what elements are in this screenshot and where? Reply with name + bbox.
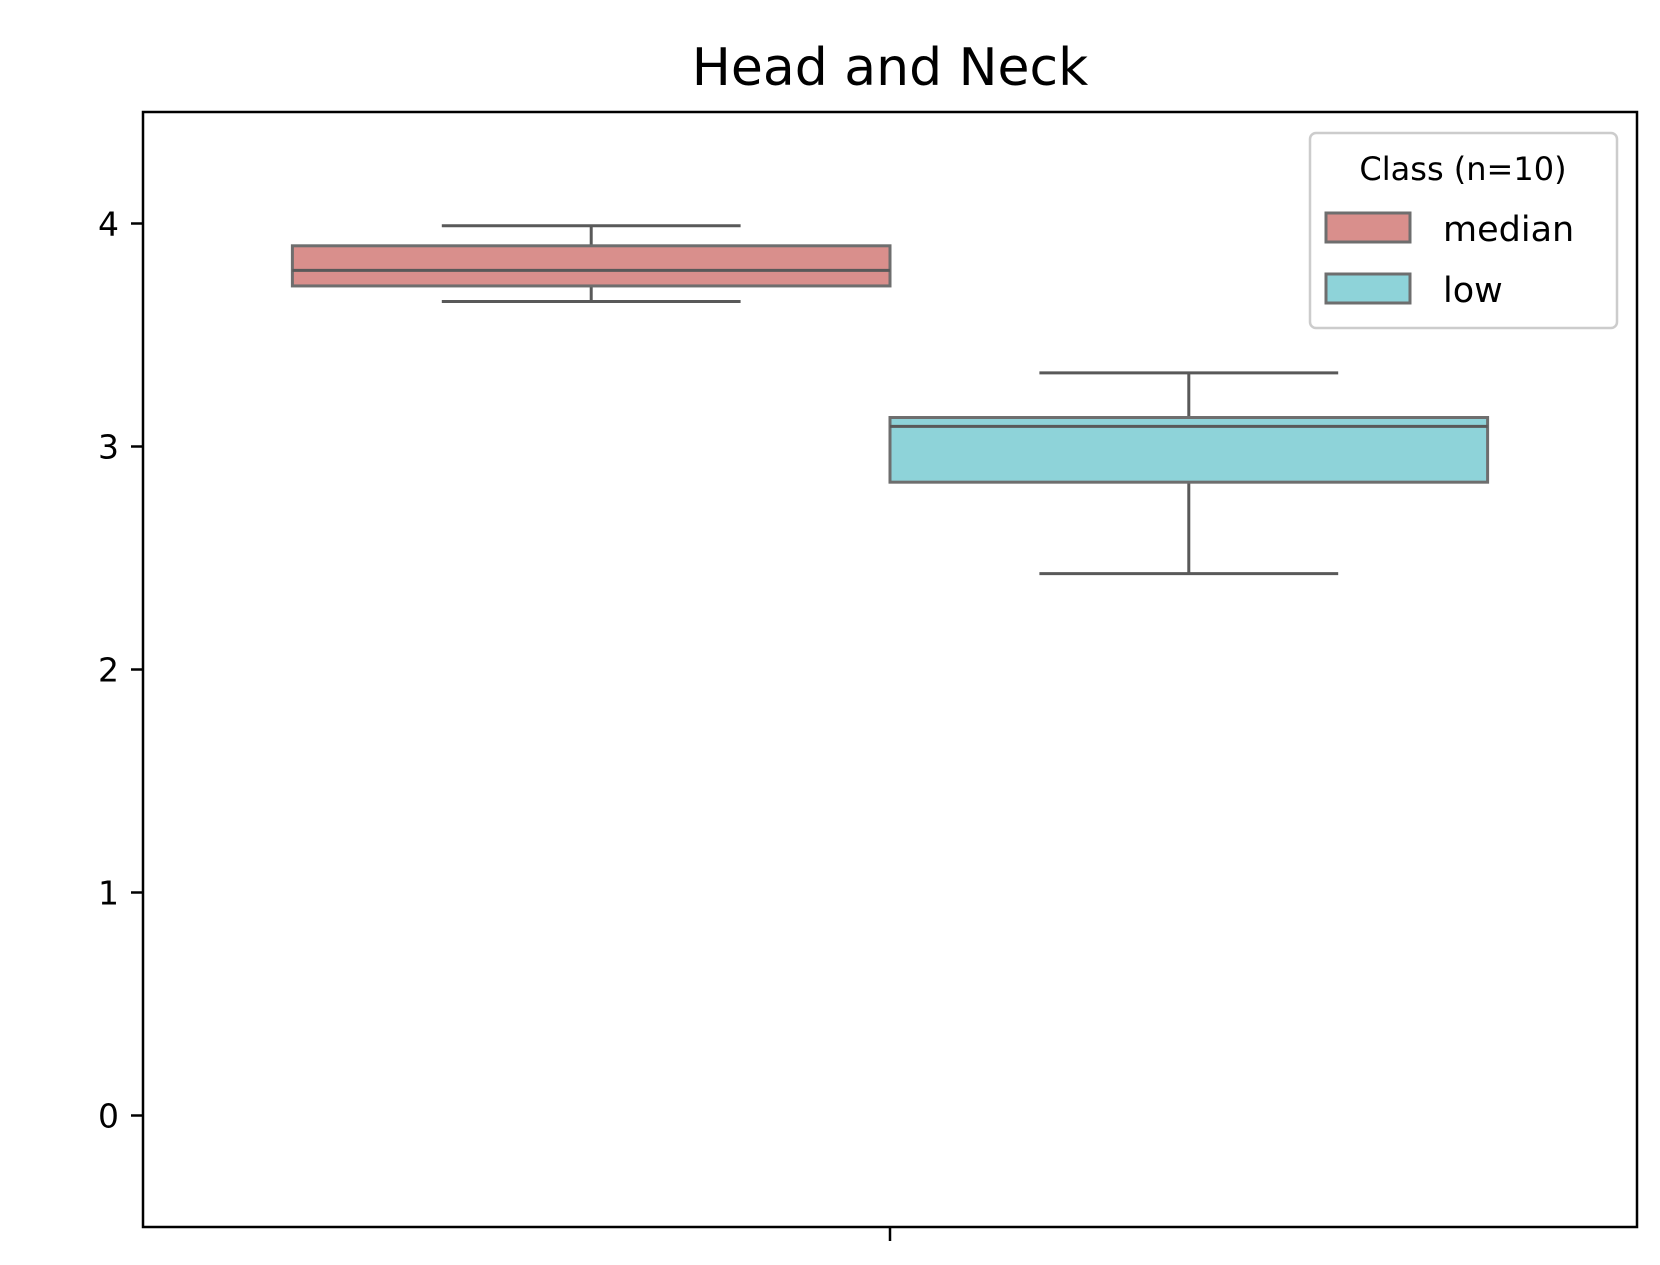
y-axis: 0 1 2 3 4 [98, 205, 143, 1136]
box-low [888, 371, 1490, 576]
y-tick-label-0: 0 [98, 1097, 119, 1136]
legend-swatch-median [1324, 211, 1412, 244]
chart-title: Head and Neck [692, 38, 1088, 98]
y-tick-label-2: 2 [98, 651, 119, 690]
iqr-box-median [290, 244, 892, 288]
plot-area [141, 110, 1639, 1229]
y-tick-label-3: 3 [98, 428, 119, 467]
box-median [290, 224, 892, 304]
legend-label-low: low [1443, 271, 1503, 311]
legend-label-median: median [1443, 210, 1574, 250]
legend: Class (n=10) median low [1308, 131, 1619, 330]
y-tick-label-4: 4 [98, 205, 119, 244]
legend-swatch-low [1324, 272, 1412, 305]
iqr-box-low [888, 416, 1490, 484]
y-tick-label-1: 1 [98, 874, 119, 913]
legend-title: Class (n=10) [1359, 150, 1566, 188]
